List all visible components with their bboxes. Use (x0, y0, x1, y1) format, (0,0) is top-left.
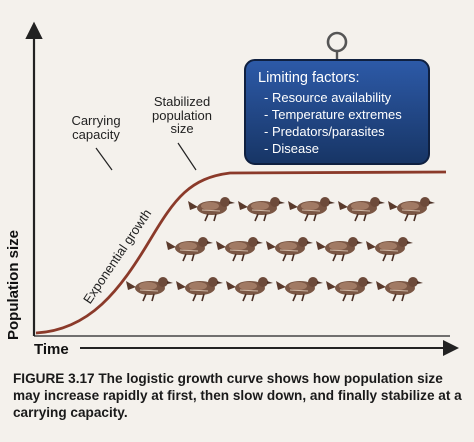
x-axis-label: Time (34, 341, 69, 358)
limiting-factor-item: Temperature extremes (264, 106, 402, 123)
limiting-factors-title: Limiting factors: (258, 70, 360, 86)
bird-icon (225, 276, 274, 302)
bird-icon (315, 236, 364, 262)
caption-label: FIGURE 3.17 (13, 371, 95, 386)
bird-icon (325, 276, 374, 302)
limiting-factor-item: Resource availability (264, 89, 402, 106)
bird-icon (175, 276, 224, 302)
figure-caption: FIGURE 3.17 The logistic growth curve sh… (13, 370, 463, 421)
bird-icon (215, 236, 264, 262)
bird-icon (125, 276, 174, 302)
y-axis-label: Population size (5, 229, 22, 340)
bird-icon (165, 236, 214, 262)
stabilized-population-label: Stabilized population size (152, 94, 212, 137)
bird-icon (287, 196, 336, 222)
logistic-curve (35, 170, 447, 335)
bird-icon (265, 236, 314, 262)
limiting-factors-list: Resource availability Temperature extrem… (264, 89, 402, 157)
bird-icon (187, 196, 236, 222)
bird-icon (375, 276, 424, 302)
bird-flock (125, 196, 436, 302)
limiting-factor-item: Disease (264, 140, 402, 157)
caption-text: The logistic growth curve shows how popu… (13, 371, 462, 420)
stabilized-pointer (177, 142, 197, 171)
bird-icon (365, 236, 414, 262)
carrying-capacity-label: Carrying capacity (71, 113, 121, 142)
bird-icon (275, 276, 324, 302)
bird-icon (387, 196, 436, 222)
carrying-capacity-pointer (95, 147, 113, 171)
bird-icon (237, 196, 286, 222)
bird-icon (337, 196, 386, 222)
limiting-factor-item: Predators/parasites (264, 123, 402, 140)
sign-ring-icon (326, 31, 348, 53)
